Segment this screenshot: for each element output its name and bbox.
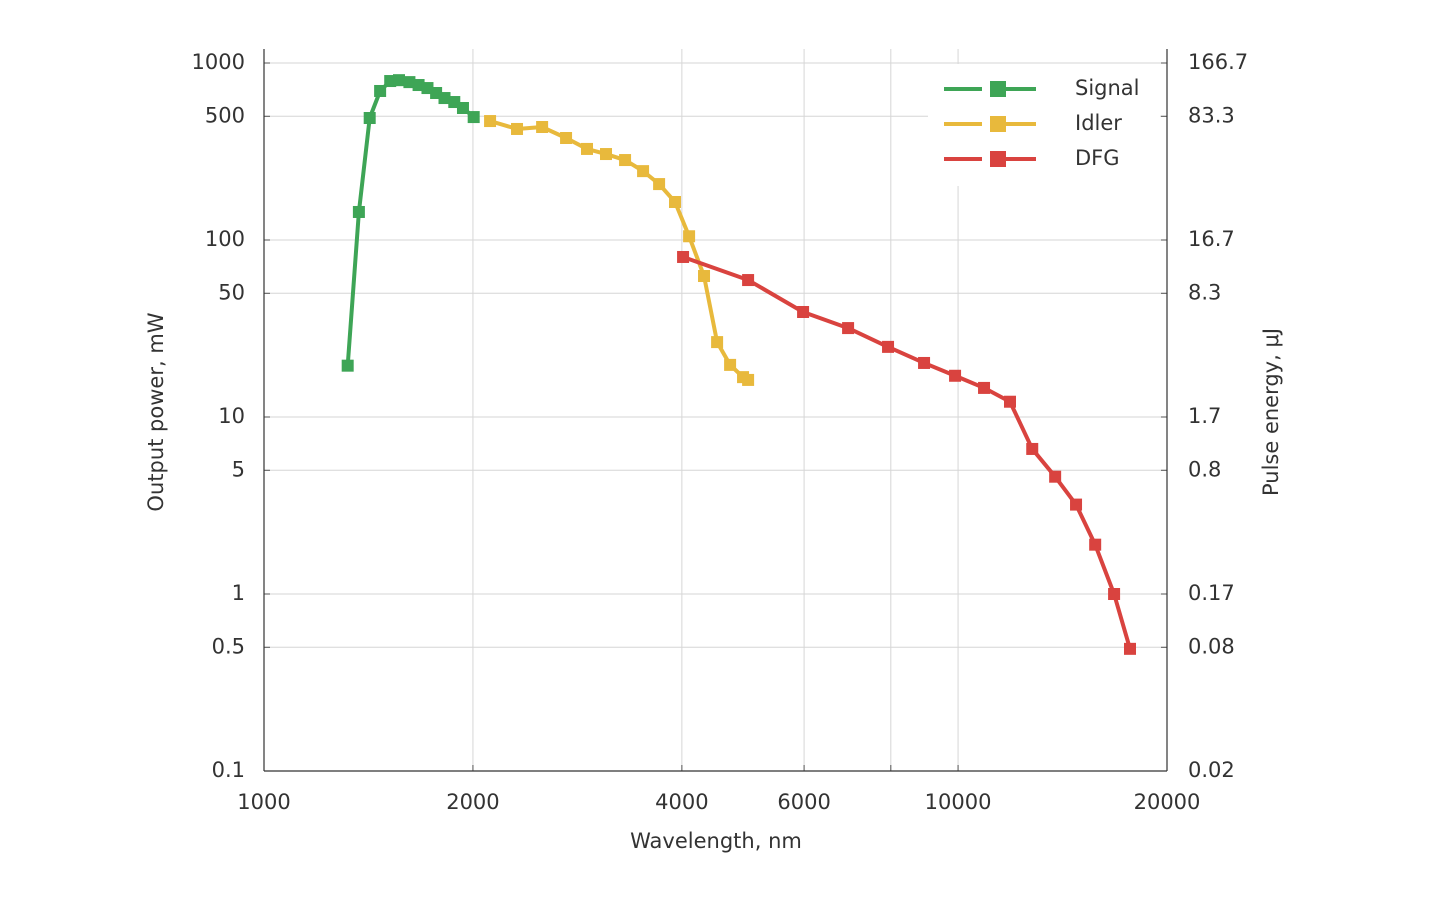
x-axis-label: Wavelength, nm xyxy=(630,829,802,853)
data-point xyxy=(456,101,469,114)
y-tick-label: 50 xyxy=(218,280,245,304)
data-point xyxy=(1049,470,1062,483)
data-point xyxy=(1026,442,1039,455)
data-point xyxy=(742,274,755,287)
series-line xyxy=(682,255,1132,650)
data-point xyxy=(484,115,497,128)
data-point xyxy=(438,92,451,105)
data-point xyxy=(536,121,549,134)
y2-axis-label: Pulse energy, μJ xyxy=(1259,328,1283,496)
x-tick-label: 6000 xyxy=(777,790,830,814)
data-point xyxy=(698,270,711,283)
x-tick-label: 2000 xyxy=(446,790,499,814)
y2-tick-label: 0.17 xyxy=(1188,581,1235,605)
data-point xyxy=(978,381,991,394)
data-point xyxy=(724,358,737,371)
data-point xyxy=(1003,395,1016,408)
x-tick-label: 1000 xyxy=(237,790,290,814)
data-point xyxy=(403,76,416,89)
data-point xyxy=(949,369,962,382)
data-point xyxy=(341,359,354,372)
y-tick-label: 500 xyxy=(205,103,245,127)
y2-tick-label: 0.08 xyxy=(1188,634,1235,658)
data-point xyxy=(374,84,387,97)
y2-tick-label: 0.8 xyxy=(1188,457,1221,481)
legend-marker xyxy=(990,81,1006,97)
data-point xyxy=(653,178,666,191)
y-tick-label: 1 xyxy=(232,581,245,605)
y-tick-label: 1000 xyxy=(192,50,245,74)
y-tick-label: 0.1 xyxy=(212,758,245,782)
data-point xyxy=(560,132,573,145)
data-point xyxy=(581,142,594,155)
y2-tick-label: 1.7 xyxy=(1188,404,1221,428)
y2-tick-label: 166.7 xyxy=(1188,50,1248,74)
data-point xyxy=(363,112,376,125)
data-point xyxy=(619,154,632,167)
y-axis-label: Output power, mW xyxy=(144,312,168,511)
x-tick-label: 20000 xyxy=(1134,790,1201,814)
legend-marker xyxy=(990,151,1006,167)
data-point xyxy=(511,122,524,135)
data-point xyxy=(352,205,365,218)
legend-label: DFG xyxy=(1075,146,1120,170)
legend-label: Idler xyxy=(1075,111,1122,135)
series-line xyxy=(489,119,750,382)
data-point xyxy=(918,356,931,369)
data-point xyxy=(600,148,613,161)
x-tick-label: 4000 xyxy=(655,790,708,814)
y-tick-label: 5 xyxy=(232,457,245,481)
data-point xyxy=(842,322,855,335)
y-tick-label: 0.5 xyxy=(212,634,245,658)
y2-tick-label: 8.3 xyxy=(1188,280,1221,304)
data-point xyxy=(1089,538,1102,551)
y2-tick-label: 83.3 xyxy=(1188,103,1235,127)
y-tick-label: 10 xyxy=(218,404,245,428)
y2-tick-label: 16.7 xyxy=(1188,227,1235,251)
legend-label: Signal xyxy=(1075,76,1140,100)
data-point xyxy=(393,74,406,87)
data-point xyxy=(637,165,650,178)
data-point xyxy=(882,340,895,353)
data-point xyxy=(669,195,682,208)
y2-tick-label: 0.02 xyxy=(1188,758,1235,782)
x-tick-label: 10000 xyxy=(925,790,992,814)
data-point xyxy=(467,111,480,124)
data-point xyxy=(711,336,724,349)
legend-marker xyxy=(990,116,1006,132)
data-point xyxy=(683,230,696,243)
y-tick-label: 100 xyxy=(205,227,245,251)
data-point xyxy=(1108,588,1121,601)
data-point xyxy=(677,250,690,263)
data-point xyxy=(797,305,810,318)
data-point xyxy=(1070,498,1083,511)
data-point xyxy=(1124,642,1137,655)
data-point xyxy=(742,373,755,386)
